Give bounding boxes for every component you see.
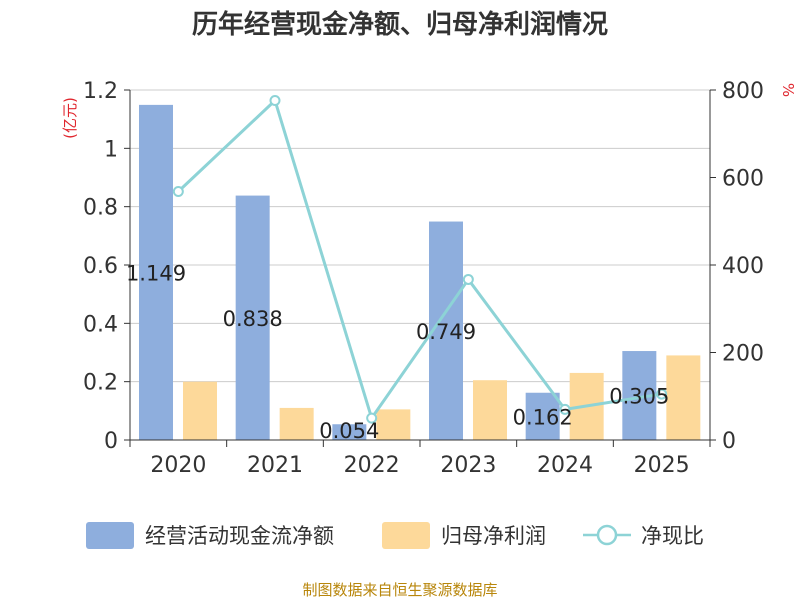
left-tick-label: 0: [104, 429, 118, 454]
ratio-point: [656, 388, 668, 400]
right-tick-label: 0: [722, 429, 736, 454]
ratio-point: [462, 273, 474, 285]
bar-cash-flow: [525, 392, 560, 440]
ratio-point: [559, 403, 571, 415]
bar-cash-flow: [139, 104, 173, 440]
bars: [139, 104, 701, 440]
data-label: 0.305: [609, 385, 669, 409]
ratio-point: [172, 186, 184, 197]
left-axis-unit: (亿元): [61, 97, 79, 139]
bar-net-profit: [666, 355, 701, 440]
source-note: 制图数据来自恒生聚源数据库: [302, 581, 497, 599]
chart-title: 历年经营现金净额、归母净利润情况: [192, 9, 608, 40]
legend-label-ratio: 净现比: [641, 524, 704, 548]
ratio-point: [269, 95, 281, 106]
line-series: [172, 95, 668, 424]
left-tick-label: 1.2: [83, 79, 118, 104]
right-tick-label: 600: [722, 167, 764, 192]
bar-cash-flow: [429, 221, 463, 440]
data-label: 0.838: [223, 307, 283, 331]
bar-cash-flow: [332, 424, 367, 440]
x-tick-label: 2020: [150, 453, 206, 478]
bar-net-profit: [183, 381, 217, 440]
ratio-point: [366, 412, 378, 424]
legend-label-cash-flow: 经营活动现金流净额: [145, 524, 334, 548]
ratio-line: [177, 99, 662, 420]
right-tick-label: 200: [722, 342, 764, 367]
bar-net-profit: [473, 380, 507, 440]
legend-swatch-net-profit: [382, 522, 430, 549]
left-tick-label: 0.6: [83, 254, 118, 279]
left-tick-label: 0.8: [83, 196, 118, 221]
left-tick-label: 1: [104, 137, 118, 162]
legend-swatch-ratio-marker: [596, 524, 618, 546]
legend-label-net-profit: 归母净利润: [441, 524, 546, 548]
legend-swatch-cash-flow: [86, 522, 134, 549]
grid: [130, 89, 710, 383]
x-tick-label: 2023: [440, 453, 496, 478]
left-tick-label: 0.4: [83, 312, 118, 337]
axes: 0 0.2 0.4 0.6 0.8 1 1.2 0 200 400 600 800 2020 2021 20…: [83, 79, 764, 478]
x-tick-label: 2024: [537, 453, 593, 478]
x-tick-label: 2025: [634, 453, 690, 478]
left-tick-label: 0.2: [83, 371, 118, 396]
right-axis-unit: %: [779, 83, 797, 97]
data-label: 0.162: [513, 405, 573, 429]
data-label: 0.054: [319, 419, 379, 443]
x-tick-label: 2022: [344, 453, 400, 478]
bar-cash-flow: [235, 195, 270, 440]
data-labels: 1.149 0.838 0.054 0.749 0.162 0.305: [126, 261, 669, 443]
data-label: 1.149: [126, 261, 186, 285]
data-label: 0.749: [416, 320, 476, 344]
x-tick-label: 2021: [247, 453, 303, 478]
legend: 经营活动现金流净额 归母净利润 净现比: [86, 522, 704, 549]
right-tick-label: 400: [722, 254, 764, 279]
right-tick-label: 800: [722, 79, 764, 104]
bar-net-profit: [279, 407, 314, 440]
bar-net-profit: [376, 409, 411, 440]
